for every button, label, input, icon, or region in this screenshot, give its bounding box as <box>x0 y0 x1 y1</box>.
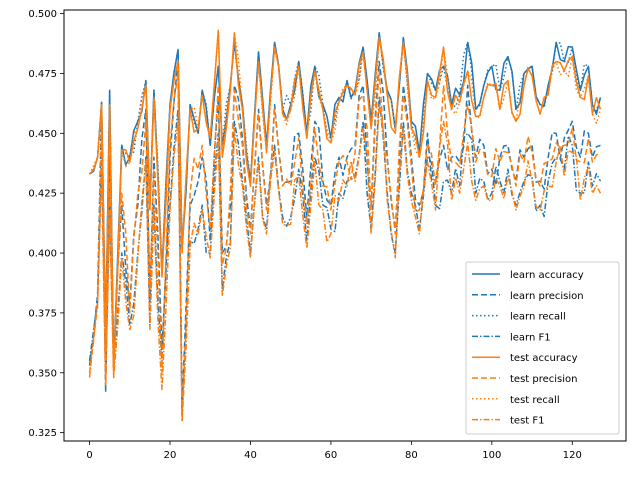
x-tick-label: 20 <box>164 450 177 461</box>
y-tick-label: 0.350 <box>28 368 57 379</box>
x-tick-label: 120 <box>563 450 582 461</box>
y-tick-label: 0.500 <box>28 9 57 20</box>
series-line-test-precision <box>88 70 601 422</box>
x-tick-label: 0 <box>86 450 92 461</box>
x-tick-label: 80 <box>405 450 418 461</box>
y-tick-label: 0.475 <box>28 69 57 80</box>
legend-label-learn-f1: learn F1 <box>510 332 551 343</box>
legend-frame <box>465 261 620 435</box>
series-layer <box>88 29 602 422</box>
x-tick-label: 60 <box>325 450 338 461</box>
plot-area-frame <box>63 9 627 442</box>
y-tick-label: 0.425 <box>28 189 57 200</box>
legend-label-learn-precision: learn precision <box>510 291 584 302</box>
legend-label-test-recall: test recall <box>510 395 560 406</box>
legend-label-test-precision: test precision <box>510 374 578 385</box>
x-tick-label: 40 <box>244 450 257 461</box>
y-tick-label: 0.450 <box>28 129 57 140</box>
series-line-test-recall <box>88 29 602 374</box>
x-axis: 0 20 40 60 80 100 120 <box>86 441 582 461</box>
series-line-test-f1 <box>88 103 602 422</box>
series-line-learn-accuracy <box>89 32 602 369</box>
y-axis: 0.325 0.350 0.375 0.400 0.425 0.450 0.475 0.500 <box>28 9 64 439</box>
y-tick-label: 0.400 <box>28 249 57 260</box>
y-tick-label: 0.325 <box>28 428 57 439</box>
legend: learn accuracy learn precision learn recal… <box>465 261 620 435</box>
legend-label-learn-accuracy: learn accuracy <box>510 270 584 281</box>
x-tick-label: 100 <box>482 450 501 461</box>
y-tick-label: 0.375 <box>28 308 57 319</box>
legend-label-test-accuracy: test accuracy <box>510 353 578 364</box>
legend-label-learn-recall: learn recall <box>510 312 566 323</box>
legend-label-test-f1: test F1 <box>510 416 545 427</box>
